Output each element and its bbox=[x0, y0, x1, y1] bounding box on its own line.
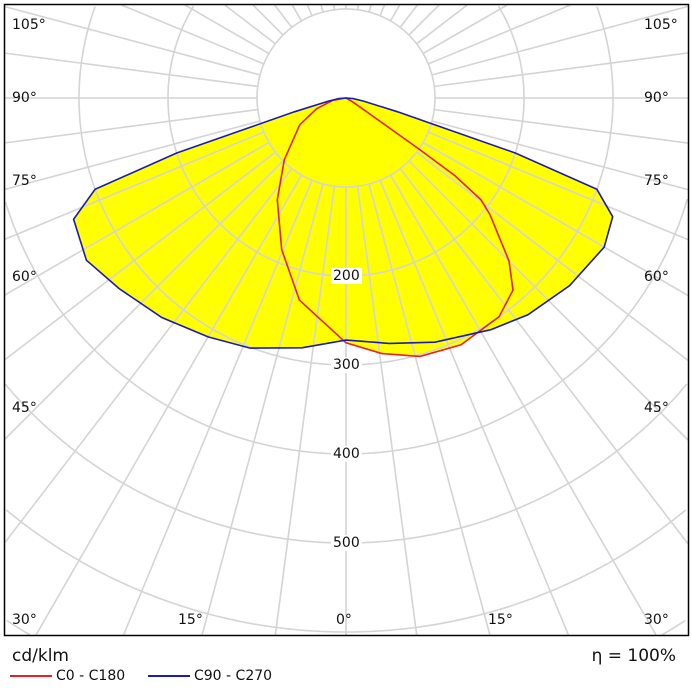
angle-label-right: 75° bbox=[644, 173, 669, 189]
legend-swatch-blue bbox=[148, 675, 190, 677]
grid-ray bbox=[389, 5, 401, 22]
grid-ray bbox=[422, 141, 688, 297]
angle-label-right: 45° bbox=[644, 400, 669, 416]
grid-ray bbox=[399, 168, 688, 545]
grid-ray bbox=[389, 174, 657, 635]
radial-tick-label: 300 bbox=[331, 357, 362, 373]
grid-ray bbox=[356, 5, 360, 10]
grid-ray bbox=[379, 5, 386, 17]
grid-ring bbox=[5, 383, 688, 544]
grid-ring bbox=[167, 5, 525, 277]
angle-label-right: 60° bbox=[644, 269, 669, 285]
grid-ray bbox=[224, 5, 276, 45]
grid-ring bbox=[6, 619, 686, 635]
legend-item-c90-c270: C90 - C270 bbox=[148, 668, 272, 684]
grid-ring bbox=[5, 198, 688, 455]
grid-ray bbox=[431, 120, 688, 191]
grid-ray bbox=[320, 5, 324, 13]
grid-ray bbox=[201, 183, 324, 635]
angle-label-bottom: 0° bbox=[336, 612, 352, 628]
grid-ray bbox=[5, 120, 261, 191]
grid-ray bbox=[5, 108, 258, 144]
curve-c90-c270 bbox=[72, 97, 614, 349]
radial-tick-label: 400 bbox=[331, 446, 362, 462]
angle-label-left: 30° bbox=[12, 612, 37, 628]
angle-label-bottom: 15° bbox=[178, 612, 203, 628]
grid-ray bbox=[422, 5, 508, 55]
grid-ray bbox=[121, 5, 265, 65]
grid-ray bbox=[427, 5, 571, 65]
legend-item-c0-c180: C0 - C180 bbox=[10, 668, 125, 684]
fill-area bbox=[73, 98, 613, 357]
polar-grid bbox=[5, 5, 688, 635]
grid-ray bbox=[434, 108, 688, 144]
grid-ray bbox=[184, 5, 270, 55]
grid-ray bbox=[122, 179, 313, 635]
grid-ray bbox=[306, 5, 313, 17]
radial-tick-label: 500 bbox=[331, 535, 362, 551]
radial-tick-label: 200 bbox=[331, 268, 362, 284]
grid-ray bbox=[274, 5, 293, 28]
grid-ray bbox=[5, 151, 276, 361]
grid-ray bbox=[252, 5, 284, 36]
grid-ray bbox=[416, 5, 468, 45]
chart-border bbox=[3, 3, 690, 637]
grid-ray bbox=[368, 5, 372, 13]
angle-label-left: 75° bbox=[12, 173, 37, 189]
grid-ray bbox=[5, 141, 270, 296]
grid-ray bbox=[427, 131, 688, 241]
grid-ring bbox=[5, 509, 687, 633]
grid-ray bbox=[399, 5, 418, 28]
legend-label: C0 - C180 bbox=[56, 668, 126, 684]
angle-label-left: 45° bbox=[12, 400, 37, 416]
grid-ray bbox=[5, 168, 293, 543]
grid-ray bbox=[5, 52, 258, 88]
grid-ray bbox=[408, 5, 440, 36]
grid-ray bbox=[431, 5, 688, 76]
grid-ray bbox=[291, 5, 303, 22]
efficiency-label: η = 100% bbox=[591, 646, 676, 666]
grid-ray bbox=[332, 5, 336, 10]
grid-ray bbox=[379, 179, 570, 635]
legend-swatch-red bbox=[10, 675, 52, 677]
grid-ray bbox=[274, 186, 336, 635]
angle-label-right: 90° bbox=[644, 90, 669, 106]
grid-ray bbox=[35, 174, 303, 635]
grid-ray bbox=[434, 52, 688, 88]
grid-ray bbox=[5, 5, 261, 76]
grid-ray bbox=[356, 186, 418, 635]
grid-ray bbox=[416, 151, 688, 362]
grid-ray bbox=[5, 160, 284, 440]
curve-c0-c180 bbox=[276, 97, 514, 358]
legend-label: C90 - C270 bbox=[194, 668, 273, 684]
grid-ring bbox=[78, 6, 614, 366]
angle-label-right: 105° bbox=[644, 17, 678, 33]
grid-ray bbox=[368, 183, 491, 635]
angle-label-left: 105° bbox=[12, 17, 46, 33]
angle-label-right: 30° bbox=[644, 612, 669, 628]
curves bbox=[72, 97, 614, 358]
angle-label-left: 60° bbox=[12, 269, 37, 285]
angle-label-left: 90° bbox=[12, 90, 37, 106]
unit-label: cd/klm bbox=[12, 646, 69, 666]
grid-ray bbox=[5, 131, 265, 240]
fill-c90-c270 bbox=[73, 98, 613, 349]
angle-label-bottom: 15° bbox=[488, 612, 513, 628]
